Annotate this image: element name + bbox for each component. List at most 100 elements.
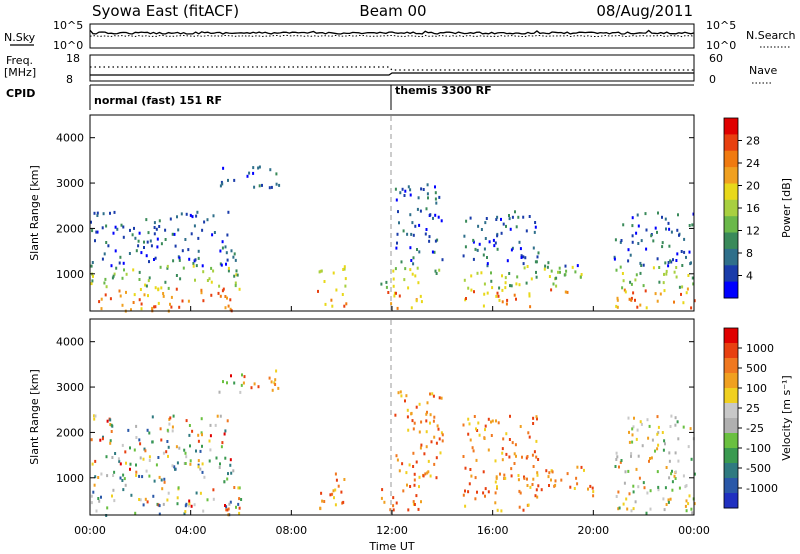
scatter-cell <box>411 221 414 225</box>
scatter-cell <box>520 254 523 258</box>
scatter-cell <box>90 220 92 224</box>
scatter-cell <box>133 448 136 452</box>
scatter-cell <box>392 284 395 288</box>
scatter-cell <box>427 196 429 200</box>
scatter-cell <box>650 456 653 460</box>
freq-line <box>90 72 694 76</box>
scatter-cell <box>495 419 497 423</box>
scatter-cell <box>657 431 660 435</box>
scatter-cell <box>90 282 93 286</box>
scatter-cell <box>431 392 434 396</box>
scatter-cell <box>130 308 132 312</box>
colorbar-swatch <box>724 403 738 419</box>
scatter-cell <box>90 264 93 268</box>
scatter-cell <box>435 476 438 480</box>
scatter-cell <box>224 245 227 249</box>
scatter-cell <box>513 452 516 456</box>
scatter-cell <box>497 294 500 298</box>
scatter-cell <box>394 267 397 271</box>
scatter-cell <box>121 303 124 307</box>
scatter-cell <box>523 266 526 270</box>
scatter-cell <box>618 465 620 469</box>
scatter-cell <box>426 471 429 475</box>
scatter-cell <box>498 298 501 302</box>
power-y-ticks: 1000 2000 3000 4000 <box>56 132 694 281</box>
scatter-cell <box>189 459 192 463</box>
scatter-cell <box>153 258 155 261</box>
scatter-cell <box>691 276 694 280</box>
scatter-cell <box>475 427 477 431</box>
scatter-cell <box>645 247 648 251</box>
scatter-cell <box>670 472 673 476</box>
scatter-cell <box>691 223 694 227</box>
velocity-panel-frame <box>89 318 695 516</box>
scatter-cell <box>395 501 398 505</box>
scatter-cell <box>663 508 666 512</box>
scatter-cell <box>412 427 415 431</box>
scatter-cell <box>548 471 551 475</box>
scatter-cell <box>148 459 151 462</box>
scatter-cell <box>145 284 148 288</box>
scatter-cell <box>218 390 221 394</box>
scatter-cell <box>661 245 664 249</box>
scatter-cell <box>95 230 98 234</box>
scatter-cell <box>638 476 641 480</box>
nsearch-line <box>89 34 695 38</box>
scatter-cell <box>138 270 141 274</box>
scatter-cell <box>668 227 671 231</box>
scatter-cell <box>90 501 93 505</box>
scatter-cell <box>545 469 548 473</box>
scatter-cell <box>194 258 197 262</box>
scatter-cell <box>222 166 225 170</box>
scatter-cell <box>494 480 497 484</box>
scatter-cell <box>166 440 169 443</box>
scatter-cell <box>163 480 166 484</box>
scatter-cell <box>90 438 93 442</box>
scatter-cell <box>410 306 413 310</box>
scatter-cell <box>548 484 550 487</box>
scatter-cell <box>406 408 409 412</box>
colorbar-tick-label: -25 <box>746 422 764 435</box>
scatter-cell <box>153 221 156 225</box>
scatter-cell <box>138 438 141 442</box>
scatter-cell <box>564 264 567 268</box>
scatter-cell <box>418 475 421 479</box>
scatter-cell <box>172 414 175 418</box>
scatter-cell <box>684 485 687 489</box>
scatter-cell <box>132 301 135 304</box>
x-tick-label: 00:00 <box>678 524 710 537</box>
scatter-cell <box>467 286 470 290</box>
scatter-cell <box>659 292 662 296</box>
scatter-cell <box>646 491 649 495</box>
scatter-cell <box>199 449 202 453</box>
scatter-cell <box>121 443 124 447</box>
scatter-cell <box>484 424 487 428</box>
scatter-cell <box>642 481 645 485</box>
scatter-cell <box>685 255 687 259</box>
scatter-cell <box>484 494 486 498</box>
x-tick-label: 12:00 <box>376 524 408 537</box>
scatter-cell <box>636 213 639 217</box>
scatter-cell <box>677 459 680 463</box>
scatter-cell <box>417 281 420 285</box>
scatter-cell <box>547 475 550 479</box>
scatter-cell <box>200 417 203 421</box>
scatter-cell <box>476 248 479 252</box>
scatter-cell <box>580 465 583 469</box>
scatter-cell <box>535 270 537 274</box>
scatter-cell <box>113 272 116 276</box>
scatter-cell <box>234 258 237 262</box>
scatter-cell <box>202 509 205 513</box>
scatter-cell <box>616 455 619 459</box>
scatter-cell <box>188 424 191 427</box>
velocity-colorbar-label: Velocity [m s⁻¹] <box>780 375 793 460</box>
scatter-cell <box>477 421 480 425</box>
scatter-cell <box>248 171 251 175</box>
scatter-cell <box>107 244 110 248</box>
scatter-cell <box>616 296 619 300</box>
scatter-cell <box>504 281 507 285</box>
scatter-cell <box>425 412 428 416</box>
scatter-cell <box>145 218 148 222</box>
scatter-cell <box>614 465 617 468</box>
scatter-cell <box>462 493 465 497</box>
